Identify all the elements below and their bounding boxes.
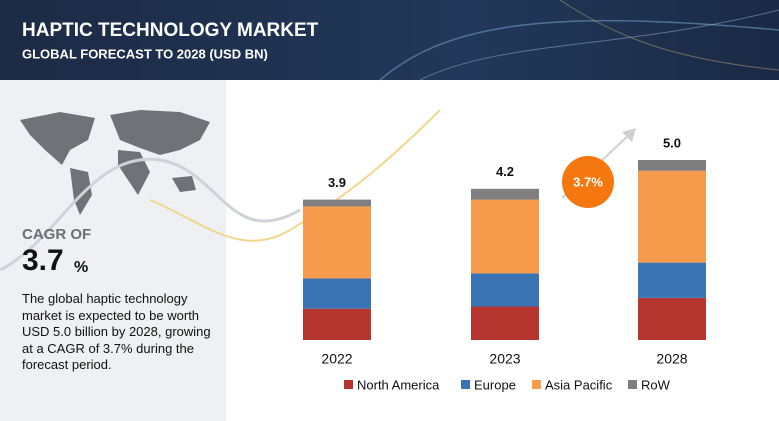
legend-swatch xyxy=(628,380,637,389)
bar-segment xyxy=(638,262,706,298)
bar-segment xyxy=(638,160,706,171)
growth-arrowhead xyxy=(622,128,636,142)
legend-swatch xyxy=(532,380,541,389)
bar-segment xyxy=(471,306,539,340)
chart-subtitle: GLOBAL FORECAST TO 2028 (USD BN) xyxy=(22,46,268,61)
legend-label: RoW xyxy=(641,377,671,392)
legend-swatch xyxy=(344,380,353,389)
description: The global haptic technology market is e… xyxy=(22,291,211,372)
cagr-unit: % xyxy=(74,259,88,276)
x-tick-label: 2022 xyxy=(321,351,352,367)
x-tick-label: 2028 xyxy=(656,351,687,367)
chart-title: HAPTIC TECHNOLOGY MARKET xyxy=(22,20,319,41)
x-tick-label: 2023 xyxy=(489,351,520,367)
legend-label: Asia Pacific xyxy=(545,377,613,392)
header-streak xyxy=(559,0,779,71)
bar-segment xyxy=(303,278,371,309)
legend-label: North America xyxy=(357,377,440,392)
total-label: 4.2 xyxy=(496,164,514,179)
header-band xyxy=(0,0,779,80)
header-streak xyxy=(419,9,779,81)
bar-segment xyxy=(471,199,539,274)
decor-curve xyxy=(0,157,301,272)
legend-swatch xyxy=(461,380,470,389)
cagr-label: CAGR OF xyxy=(22,226,91,243)
bar-segment xyxy=(303,199,371,207)
cagr-value: 3.7 xyxy=(22,244,64,277)
bar-segment xyxy=(471,273,539,307)
bar-segment xyxy=(638,170,706,263)
bar-segment xyxy=(471,188,539,200)
decor-curve xyxy=(149,109,441,242)
bar-segment xyxy=(303,308,371,340)
header-streak xyxy=(379,19,779,81)
total-label: 3.9 xyxy=(328,175,346,190)
legend-label: Europe xyxy=(474,377,516,392)
total-label: 5.0 xyxy=(663,135,681,150)
cagr-bubble-label: 3.7% xyxy=(573,174,603,189)
bar-segment xyxy=(303,206,371,279)
cagr-bubble xyxy=(562,156,614,208)
world-map xyxy=(20,110,210,215)
bar-segment xyxy=(638,297,706,340)
